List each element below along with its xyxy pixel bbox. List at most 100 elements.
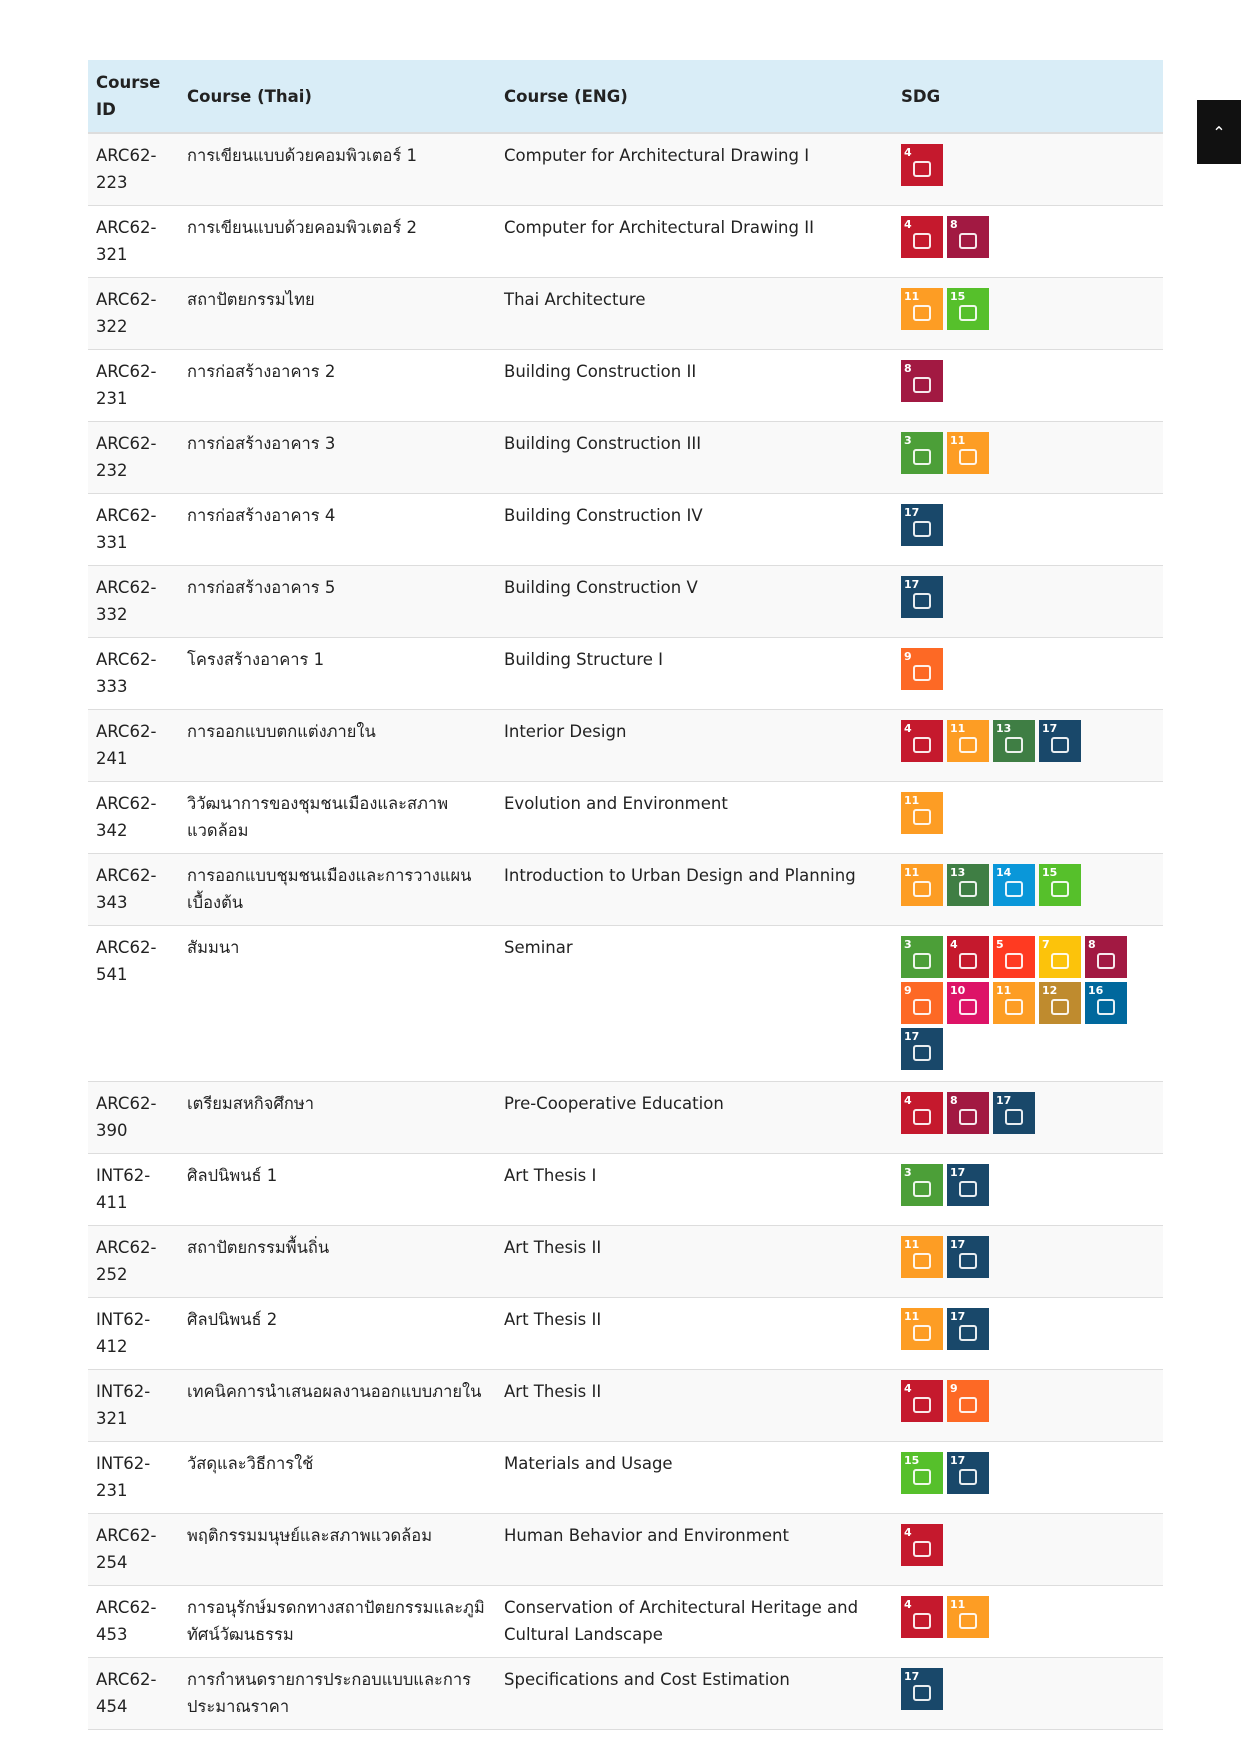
header-cell: SDG	[893, 60, 1163, 134]
table-row: ARC62-342 วิวัฒนาการของชุมชนเมืองและสภาพแ…	[88, 781, 1163, 854]
sdg-icon: 15	[1039, 864, 1081, 906]
sdg-icon: 4	[901, 216, 943, 258]
course-id: INT62-411	[88, 1153, 179, 1226]
sdg-cell: 3 11	[893, 421, 1163, 494]
sdg-cell: 9	[893, 637, 1163, 710]
sdg-cell: 15 17	[893, 1441, 1163, 1514]
sdg-icon: 17	[1039, 720, 1081, 762]
course-thai: เตรียมสหกิจศึกษา	[179, 1081, 496, 1154]
sdg-icon: 7	[1039, 936, 1081, 978]
course-eng: Specifications and Cost Estimation	[496, 1657, 893, 1730]
sdg-icon: 8	[947, 216, 989, 258]
course-thai: การก่อสร้างอาคาร 5	[179, 565, 496, 638]
table-row: ARC62-453 การอนุรักษ์มรดกทางสถาปัตยกรรมแล…	[88, 1585, 1163, 1658]
course-thai: การออกแบบตกแต่งภายใน	[179, 709, 496, 782]
sdg-icon: 4	[901, 1380, 943, 1422]
course-id: ARC62-254	[88, 1513, 179, 1586]
course-eng: Art Thesis II	[496, 1369, 893, 1442]
course-eng: Materials and Usage	[496, 1441, 893, 1514]
sdg-cell: 11 17	[893, 1225, 1163, 1298]
sdg-cell: 11 17	[893, 1297, 1163, 1370]
course-thai: พฤติกรรมมนุษย์และสภาพแวดล้อม	[179, 1513, 496, 1586]
course-thai: การอนุรักษ์มรดกทางสถาปัตยกรรมและภูมิทัศน…	[179, 1585, 496, 1658]
table-row: INT62-412 ศิลปนิพนธ์ 2 Art Thesis II 11 17	[88, 1297, 1163, 1370]
table-row: ARC62-333 โครงสร้างอาคาร 1 Building Struct…	[88, 637, 1163, 710]
table-row: ARC62-223 การเขียนแบบด้วยคอมพิวเตอร์ 1 Com…	[88, 133, 1163, 206]
sdg-icon: 11	[901, 1308, 943, 1350]
sdg-icon: 10	[947, 982, 989, 1024]
course-thai: วัสดุและวิธีการใช้	[179, 1441, 496, 1514]
course-eng: Seminar	[496, 925, 893, 1082]
course-eng: Art Thesis I	[496, 1153, 893, 1226]
course-id: ARC62-390	[88, 1081, 179, 1154]
sdg-icon: 4	[901, 720, 943, 762]
course-thai: ศิลปนิพนธ์ 1	[179, 1153, 496, 1226]
sdg-icon: 4	[901, 144, 943, 186]
sdg-icon: 4	[901, 1524, 943, 1566]
course-id: ARC62-453	[88, 1585, 179, 1658]
sdg-icon: 16	[1085, 982, 1127, 1024]
table-body: ARC62-223 การเขียนแบบด้วยคอมพิวเตอร์ 1 Com…	[88, 133, 1163, 1730]
course-id: ARC62-541	[88, 925, 179, 1082]
course-thai: สถาปัตยกรรมพื้นถิ่น	[179, 1225, 496, 1298]
course-thai: การเขียนแบบด้วยคอมพิวเตอร์ 2	[179, 205, 496, 278]
course-thai: การเขียนแบบด้วยคอมพิวเตอร์ 1	[179, 133, 496, 206]
course-eng: Computer for Architectural Drawing II	[496, 205, 893, 278]
sdg-icon: 3	[901, 432, 943, 474]
sdg-icon: 5	[993, 936, 1035, 978]
header-cell: Course (Thai)	[179, 60, 496, 134]
table-row: INT62-231 วัสดุและวิธีการใช้ Materials and…	[88, 1441, 1163, 1514]
sdg-icon: 4	[947, 936, 989, 978]
sdg-cell: 4 11 13 17	[893, 709, 1163, 782]
sdg-cell: 4 8 17	[893, 1081, 1163, 1154]
course-eng: Interior Design	[496, 709, 893, 782]
course-id: ARC62-231	[88, 349, 179, 422]
table-row: INT62-321 เทคนิคการนำเสนอผลงานออกแบบภายใน…	[88, 1369, 1163, 1442]
sdg-icon: 17	[901, 1028, 943, 1070]
sdg-icon: 17	[947, 1164, 989, 1206]
sdg-cell: 11	[893, 781, 1163, 854]
table-row: ARC62-390 เตรียมสหกิจศึกษา Pre-Cooperative…	[88, 1081, 1163, 1154]
table-row: ARC62-321 การเขียนแบบด้วยคอมพิวเตอร์ 2 Com…	[88, 205, 1163, 278]
sdg-cell: 8	[893, 349, 1163, 422]
sdg-icon: 15	[947, 288, 989, 330]
course-eng: Building Structure I	[496, 637, 893, 710]
sdg-icon: 9	[947, 1380, 989, 1422]
course-eng: Building Construction II	[496, 349, 893, 422]
sdg-icon: 11	[901, 288, 943, 330]
course-eng: Building Construction V	[496, 565, 893, 638]
table-row: ARC62-454 การกำหนดรายการประกอบแบบและการปร…	[88, 1657, 1163, 1730]
sdg-icon: 17	[947, 1236, 989, 1278]
sdg-icon: 17	[993, 1092, 1035, 1134]
course-id: INT62-412	[88, 1297, 179, 1370]
sdg-icon: 17	[947, 1308, 989, 1350]
course-id: ARC62-241	[88, 709, 179, 782]
sdg-icon: 11	[901, 792, 943, 834]
course-id: ARC62-252	[88, 1225, 179, 1298]
course-id: ARC62-331	[88, 493, 179, 566]
course-thai: การออกแบบชุมชนเมืองและการวางแผนเบื้องต้น	[179, 853, 496, 926]
course-thai: การก่อสร้างอาคาร 4	[179, 493, 496, 566]
table-row: ARC62-232 การก่อสร้างอาคาร 3 Building Cons…	[88, 421, 1163, 494]
course-id: ARC62-322	[88, 277, 179, 350]
scroll-top-button[interactable]: ⌃	[1197, 100, 1241, 164]
course-id: ARC62-454	[88, 1657, 179, 1730]
sdg-icon: 3	[901, 1164, 943, 1206]
sdg-icon: 11	[947, 720, 989, 762]
course-eng: Evolution and Environment	[496, 781, 893, 854]
sdg-cell: 3 17	[893, 1153, 1163, 1226]
sdg-icon: 13	[947, 864, 989, 906]
sdg-icon: 4	[901, 1596, 943, 1638]
sdg-cell: 11 15	[893, 277, 1163, 350]
table-row: ARC62-241 การออกแบบตกแต่งภายใน Interior De…	[88, 709, 1163, 782]
sdg-icon: 8	[1085, 936, 1127, 978]
sdg-icon: 14	[993, 864, 1035, 906]
course-eng: Building Construction III	[496, 421, 893, 494]
sdg-icon: 9	[901, 648, 943, 690]
table-row: ARC62-231 การก่อสร้างอาคาร 2 Building Cons…	[88, 349, 1163, 422]
course-eng: Art Thesis II	[496, 1225, 893, 1298]
course-eng: Building Construction IV	[496, 493, 893, 566]
sdg-icon: 3	[901, 936, 943, 978]
table-row: ARC62-331 การก่อสร้างอาคาร 4 Building Cons…	[88, 493, 1163, 566]
